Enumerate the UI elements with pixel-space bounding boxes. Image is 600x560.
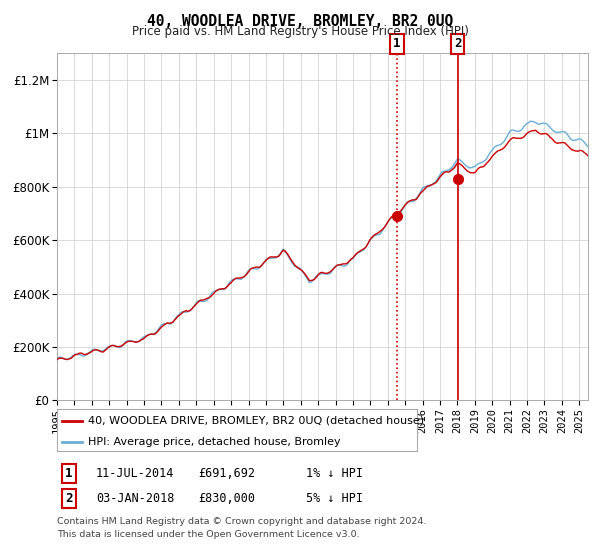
Text: 2: 2 — [454, 38, 461, 50]
Text: Price paid vs. HM Land Registry's House Price Index (HPI): Price paid vs. HM Land Registry's House … — [131, 25, 469, 38]
Text: 1% ↓ HPI: 1% ↓ HPI — [306, 466, 363, 480]
Text: Contains HM Land Registry data © Crown copyright and database right 2024.: Contains HM Land Registry data © Crown c… — [57, 517, 427, 526]
Text: 1: 1 — [65, 466, 73, 480]
Text: £830,000: £830,000 — [198, 492, 255, 505]
Text: 03-JAN-2018: 03-JAN-2018 — [96, 492, 175, 505]
Text: This data is licensed under the Open Government Licence v3.0.: This data is licensed under the Open Gov… — [57, 530, 359, 539]
Text: 2: 2 — [65, 492, 73, 505]
Text: 40, WOODLEA DRIVE, BROMLEY, BR2 0UQ (detached house): 40, WOODLEA DRIVE, BROMLEY, BR2 0UQ (det… — [88, 416, 424, 426]
Text: 11-JUL-2014: 11-JUL-2014 — [96, 466, 175, 480]
Text: 1: 1 — [393, 38, 401, 50]
Text: £691,692: £691,692 — [198, 466, 255, 480]
Text: HPI: Average price, detached house, Bromley: HPI: Average price, detached house, Brom… — [88, 437, 340, 446]
Text: 5% ↓ HPI: 5% ↓ HPI — [306, 492, 363, 505]
Text: 40, WOODLEA DRIVE, BROMLEY, BR2 0UQ: 40, WOODLEA DRIVE, BROMLEY, BR2 0UQ — [147, 14, 453, 29]
